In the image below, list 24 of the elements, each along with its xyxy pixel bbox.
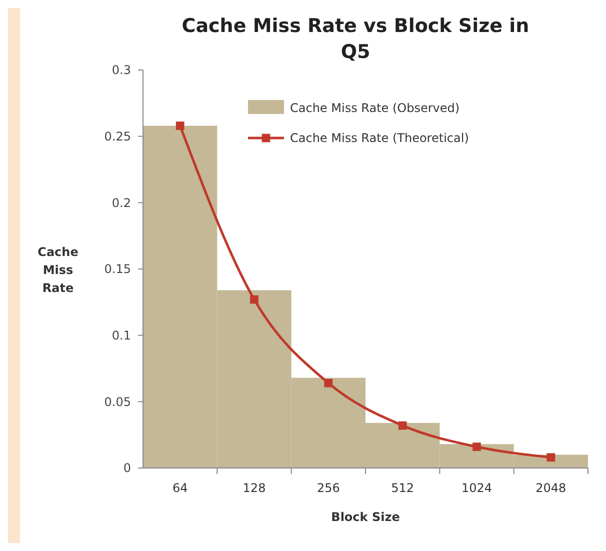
point <box>176 122 184 130</box>
y-tick-label: 0.2 <box>112 196 131 210</box>
x-tick-label: 2048 <box>536 481 566 495</box>
x-axis-title: Block Size <box>331 510 400 524</box>
x-tick-label: 1024 <box>461 481 492 495</box>
y-tick-label: 0.1 <box>112 328 131 343</box>
y-tick-label: 0.05 <box>104 394 131 409</box>
legend-label: Cache Miss Rate (Observed) <box>290 101 460 116</box>
x-tick-label: 64 <box>172 481 188 495</box>
y-tick-label: 0.25 <box>104 130 131 144</box>
legend-label: Cache Miss Rate (Theoretical) <box>290 131 469 146</box>
point <box>324 378 333 388</box>
point <box>546 453 556 462</box>
chart-title: Cache Miss Rate vs Block Size in Q5 <box>182 15 530 63</box>
x-tick-label: 512 <box>391 481 414 495</box>
y-tick-label: 0.3 <box>112 63 131 78</box>
point <box>398 421 407 430</box>
y-tick-label: 0 <box>123 461 131 476</box>
point <box>472 442 481 451</box>
x-tick-label: 128 <box>242 481 266 495</box>
point <box>250 295 258 304</box>
y-tick-label: 0.15 <box>104 262 131 276</box>
y-axis-title: Cache Miss Rate <box>38 245 78 295</box>
x-tick-label: 256 <box>316 481 340 495</box>
